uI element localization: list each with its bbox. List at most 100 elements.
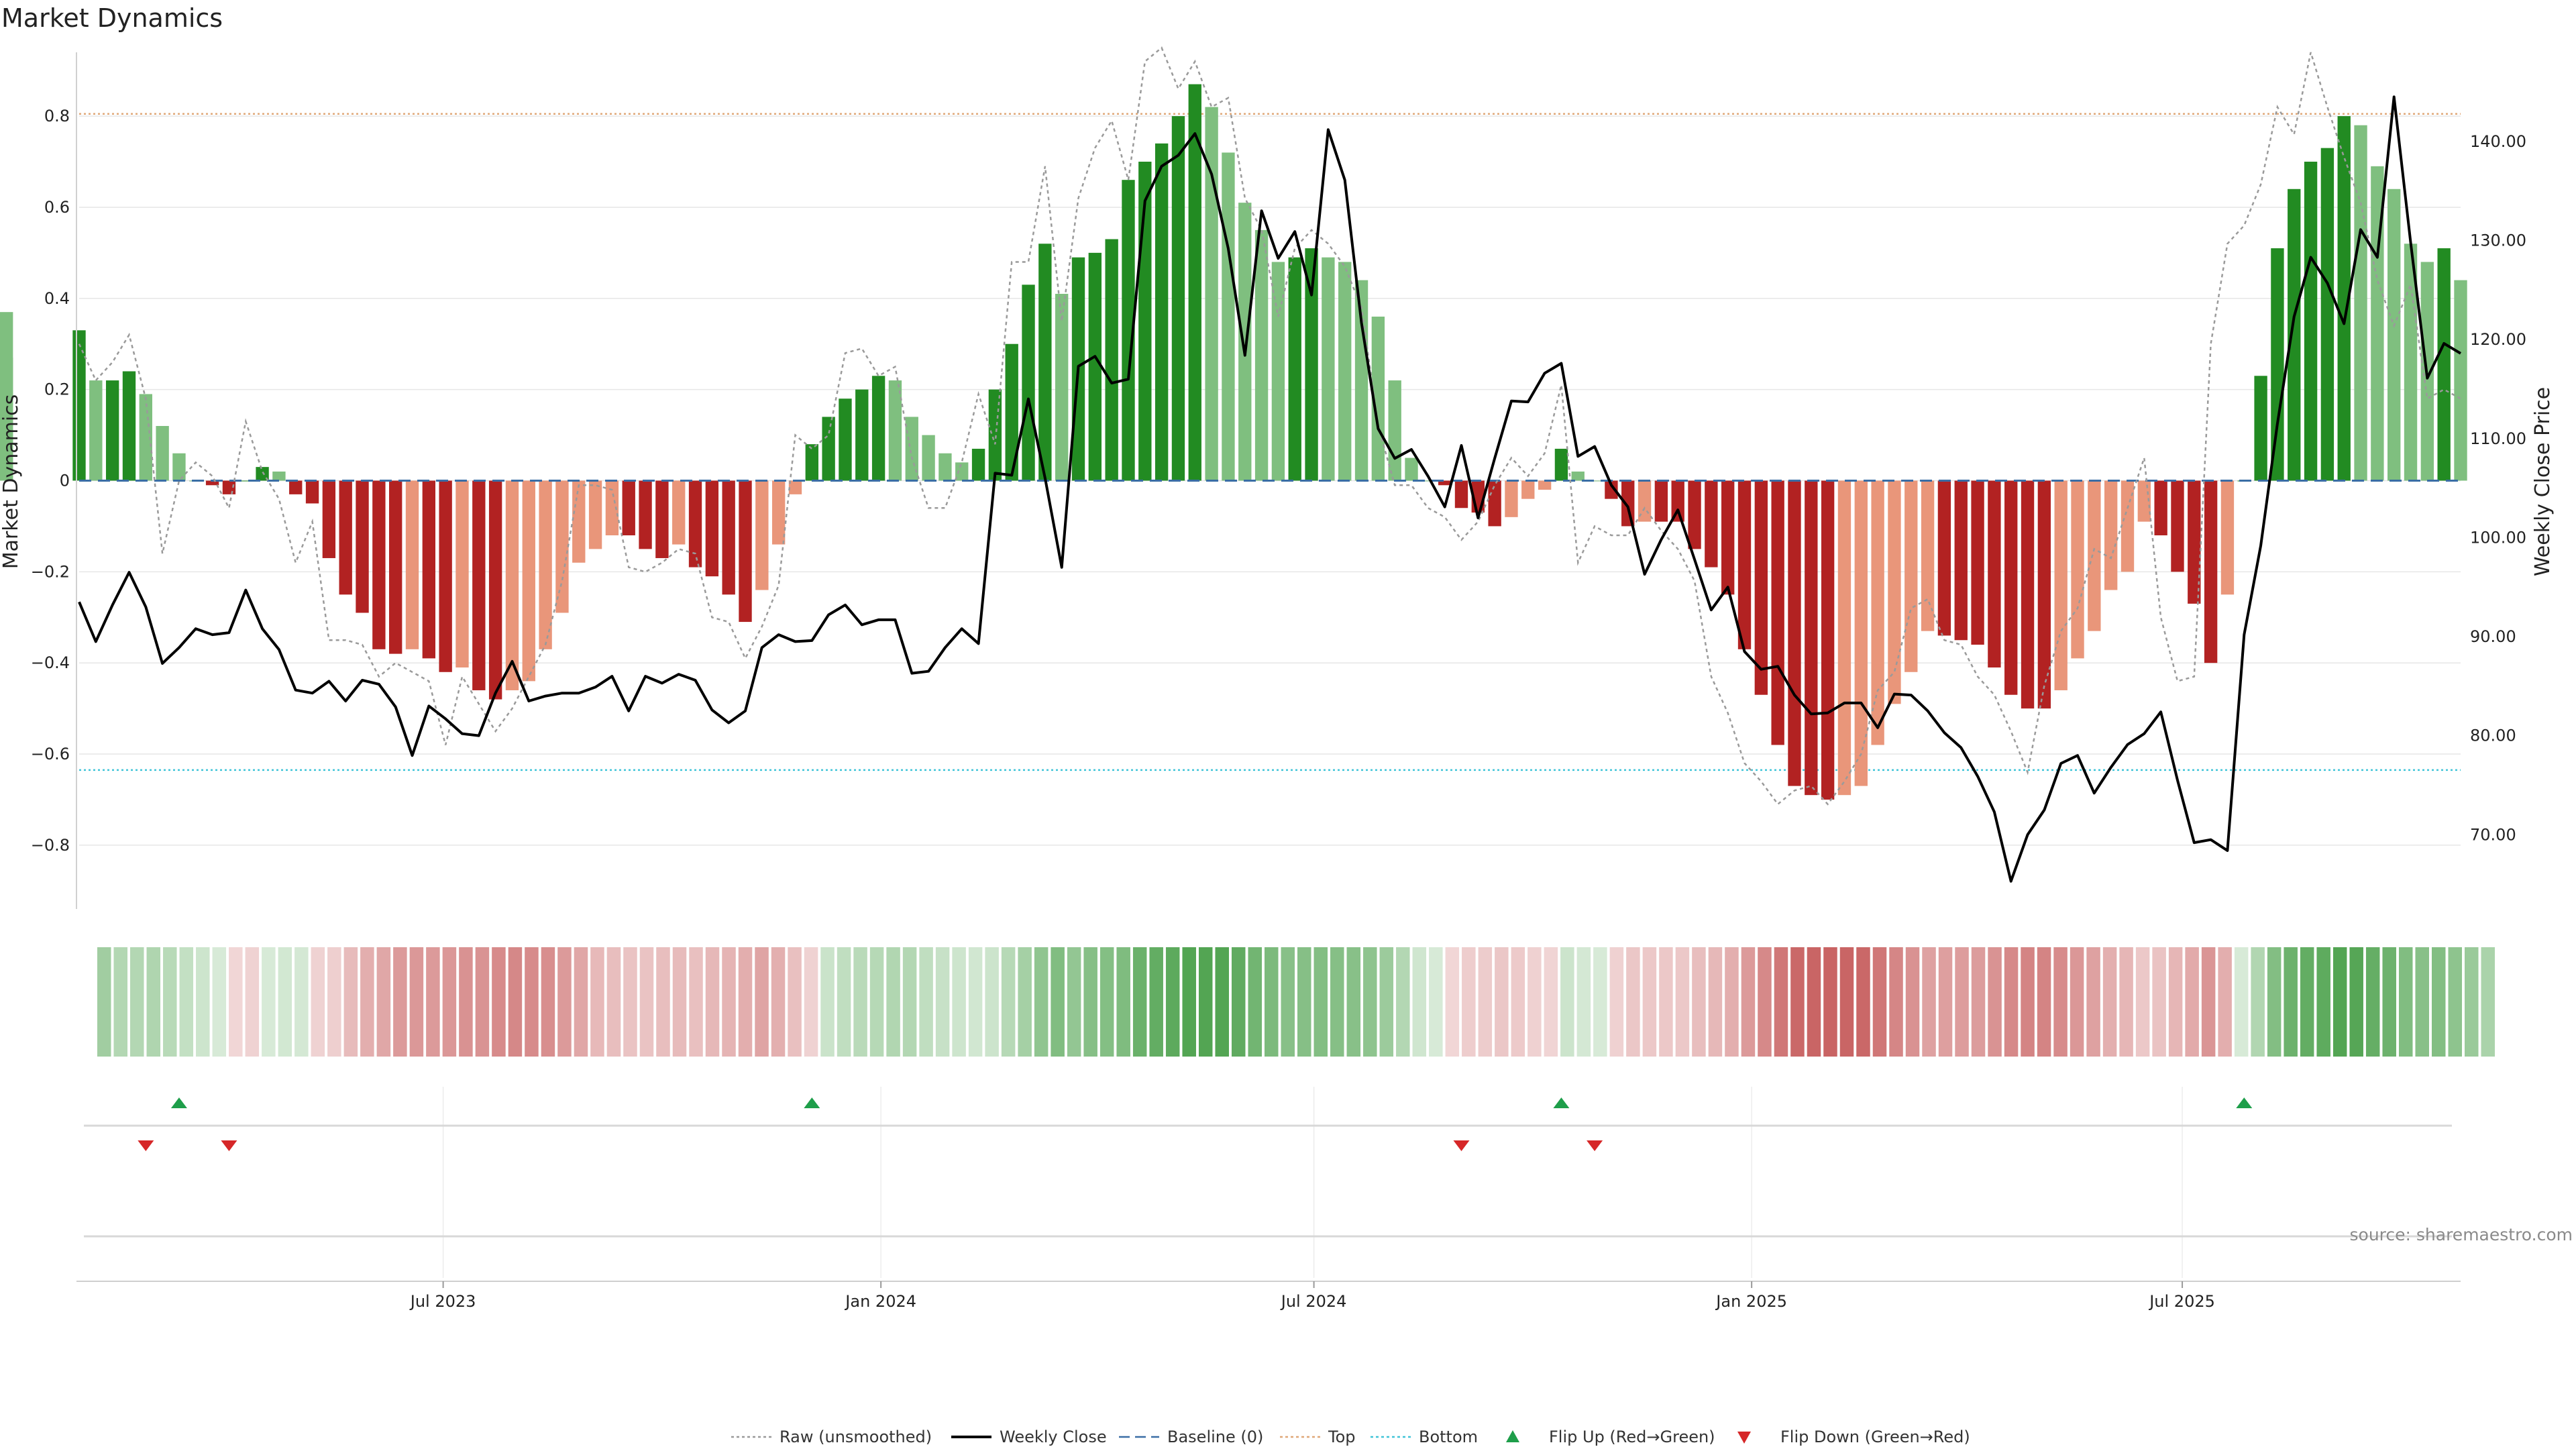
dynamics-bar bbox=[2220, 480, 2235, 595]
heat-cell bbox=[2448, 947, 2462, 1057]
heat-cell bbox=[1527, 947, 1542, 1057]
heat-cell bbox=[360, 947, 374, 1057]
dynamics-bar bbox=[2387, 189, 2401, 481]
heat-cell bbox=[1823, 947, 1837, 1057]
heat-cell bbox=[1725, 947, 1739, 1057]
dynamics-bar bbox=[805, 444, 818, 481]
heat-cell bbox=[1511, 947, 1525, 1057]
legend-item: Flip Down (Green→Red) bbox=[1737, 1428, 1970, 1446]
dynamics-bar bbox=[1754, 480, 1768, 695]
dynamics-bar bbox=[2304, 162, 2318, 481]
dynamics-bar bbox=[2121, 480, 2135, 572]
heat-cell bbox=[755, 947, 769, 1057]
dynamics-bar bbox=[1005, 343, 1018, 481]
heat-cell bbox=[1116, 947, 1130, 1057]
y2-tick-label: 110.00 bbox=[2470, 429, 2526, 448]
heat-cell bbox=[442, 947, 457, 1057]
heat-cell bbox=[656, 947, 670, 1057]
y2-tick-label: 100.00 bbox=[2470, 528, 2526, 547]
dynamics-bar bbox=[256, 467, 269, 481]
x-tick-label: Jan 2024 bbox=[844, 1292, 916, 1311]
dynamics-bar bbox=[1438, 480, 1452, 486]
axes: −0.8 −0.6 −0.4 −0.2 0 0.2 0.4 0.6 0.8 70.00 80.00 9… bbox=[31, 52, 2526, 909]
dynamics-bar bbox=[1222, 152, 1235, 481]
dynamics-bar bbox=[1122, 180, 1135, 481]
dynamics-bar bbox=[1837, 480, 1851, 796]
dynamics-bar bbox=[1588, 480, 1601, 482]
heat-cell bbox=[376, 947, 391, 1057]
heat-cell bbox=[837, 947, 851, 1057]
y2-tick-label: 90.00 bbox=[2470, 627, 2516, 646]
dynamics-bar bbox=[1305, 248, 1318, 481]
heat-cell bbox=[1955, 947, 1969, 1057]
dynamics-bar bbox=[239, 480, 252, 482]
dynamics-bar bbox=[855, 389, 869, 481]
dynamics-bar bbox=[2371, 166, 2384, 481]
heat-cell bbox=[343, 947, 358, 1057]
heat-cell bbox=[541, 947, 555, 1057]
heat-cell bbox=[919, 947, 933, 1057]
y-tick-label: 0.2 bbox=[44, 380, 70, 399]
heat-cell bbox=[2316, 947, 2330, 1057]
dynamics-bar bbox=[755, 480, 769, 590]
heat-cell bbox=[952, 947, 966, 1057]
dynamics-bar bbox=[1971, 480, 1984, 645]
heat-cell bbox=[1330, 947, 1344, 1057]
dynamics-bar bbox=[1954, 480, 1968, 641]
heat-cell bbox=[2185, 947, 2199, 1057]
y2-tick-label: 140.00 bbox=[2470, 132, 2526, 151]
dynamics-bar bbox=[388, 480, 402, 654]
dynamics-bar bbox=[1421, 480, 1435, 482]
dynamics-bar bbox=[2204, 480, 2218, 663]
heat-cell bbox=[2021, 947, 2035, 1057]
heat-cell bbox=[1067, 947, 1081, 1057]
legend-label: Baseline (0) bbox=[1167, 1428, 1263, 1446]
source-note: source: sharemaestro.com bbox=[2350, 1225, 2573, 1244]
heat-cell bbox=[788, 947, 802, 1057]
dynamics-bar bbox=[639, 480, 652, 549]
dynamics-bar bbox=[1238, 203, 1252, 481]
dynamics-bar bbox=[439, 480, 452, 672]
heat-cell bbox=[294, 947, 309, 1057]
dynamics-bar bbox=[1105, 239, 1118, 481]
heat-cell bbox=[771, 947, 786, 1057]
heat-cell bbox=[1692, 947, 1706, 1057]
dynamics-bar bbox=[289, 480, 303, 494]
dynamics-bar bbox=[455, 480, 469, 667]
heat-cell bbox=[1182, 947, 1196, 1057]
y2-tick-label: 80.00 bbox=[2470, 727, 2516, 745]
heat-cell bbox=[804, 947, 818, 1057]
heat-cell bbox=[1248, 947, 1262, 1057]
dynamics-bar bbox=[1737, 480, 1752, 649]
heat-cell bbox=[1675, 947, 1690, 1057]
raw-series-line bbox=[78, 46, 2461, 806]
dynamics-bar bbox=[1038, 244, 1052, 481]
heat-cell bbox=[2300, 947, 2314, 1057]
heat-cell bbox=[2053, 947, 2068, 1057]
dynamics-bar bbox=[1621, 480, 1635, 527]
heat-cell bbox=[327, 947, 341, 1057]
heat-cell bbox=[1774, 947, 1788, 1057]
dynamics-bar bbox=[2088, 480, 2101, 631]
y-tick-label: −0.2 bbox=[31, 562, 70, 581]
dynamics-bar bbox=[1671, 480, 1684, 522]
heat-cell bbox=[1396, 947, 1410, 1057]
dynamics-bar bbox=[1388, 380, 1401, 481]
heat-cell bbox=[1872, 947, 1887, 1057]
heat-cell bbox=[1051, 947, 1065, 1057]
heat-cell bbox=[311, 947, 325, 1057]
dynamics-bar bbox=[1454, 480, 1468, 508]
dynamics-bar bbox=[1488, 480, 1501, 527]
heat-cell bbox=[393, 947, 407, 1057]
flip-down-marker bbox=[221, 1140, 237, 1151]
heat-cell bbox=[262, 947, 276, 1057]
heat-cell bbox=[130, 947, 144, 1057]
heat-cell bbox=[1264, 947, 1279, 1057]
dynamics-bar bbox=[1688, 480, 1701, 549]
heat-cell bbox=[2465, 947, 2479, 1057]
heat-cell bbox=[1034, 947, 1049, 1057]
dynamics-bar bbox=[422, 480, 436, 659]
legend-item: Top bbox=[1280, 1428, 1356, 1446]
heat-cell bbox=[672, 947, 687, 1057]
heat-cell bbox=[1198, 947, 1213, 1057]
